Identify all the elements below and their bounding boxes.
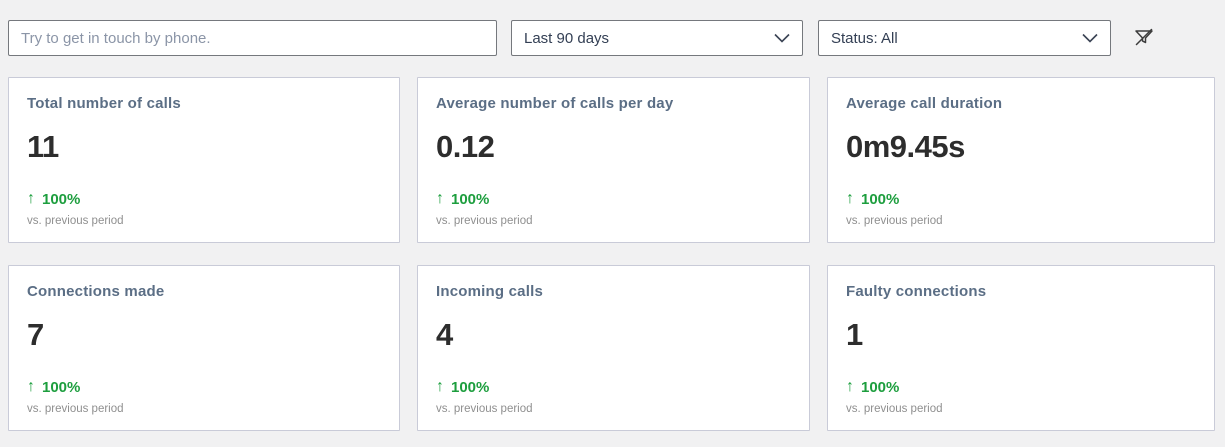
card-delta: ↑ 100% bbox=[27, 378, 381, 396]
delta-percent: 100% bbox=[451, 378, 490, 396]
stat-card-avg-call-duration: Average call duration 0m9.45s ↑ 100% vs.… bbox=[827, 77, 1215, 243]
compare-label: vs. previous period bbox=[436, 215, 533, 227]
stat-card-connections-made: Connections made 7 ↑ 100% vs. previous p… bbox=[8, 265, 400, 431]
card-delta: ↑ 100% bbox=[436, 378, 791, 396]
card-title: Faulty connections bbox=[846, 283, 987, 300]
delta-percent: 100% bbox=[42, 378, 81, 396]
compare-label: vs. previous period bbox=[846, 403, 943, 415]
card-value: 1 bbox=[846, 317, 863, 352]
status-value: Status: All bbox=[831, 29, 898, 47]
card-value: 0m9.45s bbox=[846, 129, 965, 164]
card-delta: ↑ 100% bbox=[846, 190, 1196, 208]
card-delta: ↑ 100% bbox=[846, 378, 1196, 396]
filter-bar: Last 90 days Status: All bbox=[8, 20, 1215, 56]
card-title: Average call duration bbox=[846, 95, 1003, 112]
chevron-down-icon bbox=[774, 33, 790, 43]
compare-label: vs. previous period bbox=[27, 215, 124, 227]
compare-label: vs. previous period bbox=[436, 403, 533, 415]
up-arrow-icon: ↑ bbox=[846, 378, 854, 395]
card-value: 7 bbox=[27, 317, 44, 352]
stat-card-total-calls: Total number of calls 11 ↑ 100% vs. prev… bbox=[8, 77, 400, 243]
chevron-down-icon bbox=[1082, 33, 1098, 43]
delta-percent: 100% bbox=[42, 190, 81, 208]
date-range-value: Last 90 days bbox=[524, 29, 610, 47]
card-value: 11 bbox=[27, 129, 59, 164]
card-value: 0.12 bbox=[436, 129, 495, 164]
card-title: Connections made bbox=[27, 283, 165, 300]
card-title: Total number of calls bbox=[27, 95, 181, 112]
delta-percent: 100% bbox=[861, 378, 900, 396]
clear-filters-button[interactable] bbox=[1130, 24, 1158, 52]
delta-percent: 100% bbox=[861, 190, 900, 208]
stat-card-incoming-calls: Incoming calls 4 ↑ 100% vs. previous per… bbox=[417, 265, 810, 431]
up-arrow-icon: ↑ bbox=[436, 378, 444, 395]
up-arrow-icon: ↑ bbox=[436, 190, 444, 207]
up-arrow-icon: ↑ bbox=[27, 190, 35, 207]
date-range-dropdown[interactable]: Last 90 days bbox=[511, 20, 803, 56]
stat-card-avg-calls-per-day: Average number of calls per day 0.12 ↑ 1… bbox=[417, 77, 810, 243]
status-dropdown[interactable]: Status: All bbox=[818, 20, 1111, 56]
compare-label: vs. previous period bbox=[27, 403, 124, 415]
search-input[interactable] bbox=[8, 20, 497, 56]
stat-card-faulty-connections: Faulty connections 1 ↑ 100% vs. previous… bbox=[827, 265, 1215, 431]
delta-percent: 100% bbox=[451, 190, 490, 208]
up-arrow-icon: ↑ bbox=[846, 190, 854, 207]
card-value: 4 bbox=[436, 317, 453, 352]
card-delta: ↑ 100% bbox=[436, 190, 791, 208]
stat-cards-grid: Total number of calls 11 ↑ 100% vs. prev… bbox=[8, 77, 1215, 431]
filter-off-icon bbox=[1132, 25, 1156, 52]
card-title: Incoming calls bbox=[436, 283, 543, 300]
up-arrow-icon: ↑ bbox=[27, 378, 35, 395]
card-title: Average number of calls per day bbox=[436, 95, 674, 112]
compare-label: vs. previous period bbox=[846, 215, 943, 227]
card-delta: ↑ 100% bbox=[27, 190, 381, 208]
call-stats-dashboard: Last 90 days Status: All Total number of… bbox=[8, 20, 1215, 431]
